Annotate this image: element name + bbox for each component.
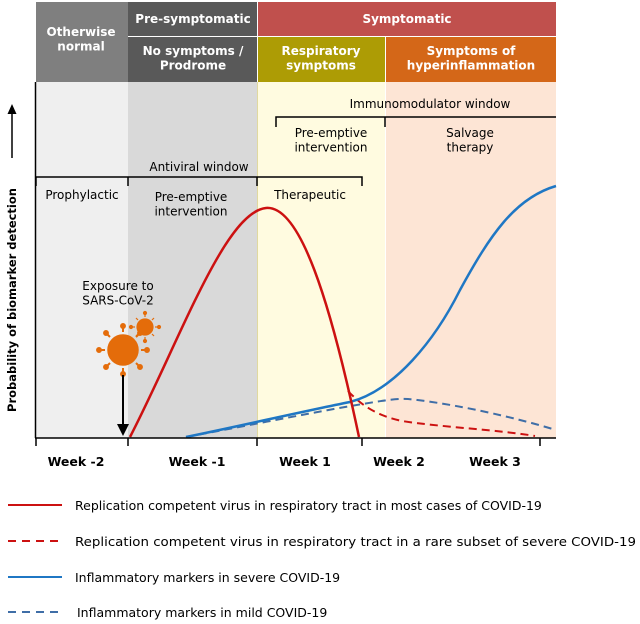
legend-virus-most: Replication competent virus in respirato… bbox=[75, 498, 542, 513]
label-pre-symptomatic: Pre-symptomatic bbox=[135, 12, 250, 26]
inflammatory-mild-curve bbox=[185, 397, 557, 438]
label-respiratory: Respiratory symptoms bbox=[282, 44, 361, 72]
zone-hyperinflammation bbox=[386, 82, 556, 438]
immunomodulator-bracket bbox=[275, 116, 556, 127]
exposure-arrow-head bbox=[117, 424, 129, 436]
label-prophylactic: Prophylactic bbox=[45, 188, 118, 202]
inflammatory-severe-curve bbox=[185, 184, 557, 439]
label-exposure: Exposure to SARS-CoV-2 bbox=[82, 279, 154, 307]
label-pre-emptive-upper: Pre-emptive intervention bbox=[294, 126, 367, 154]
label-no-symptoms: No symptoms / Prodrome bbox=[143, 44, 244, 72]
header-symptomatic bbox=[258, 2, 556, 36]
exposure-marker: Exposure to SARS-CoV-2 bbox=[82, 279, 162, 436]
x-tick-week-minus-2: Week -2 bbox=[48, 454, 105, 469]
x-tick-marks bbox=[35, 438, 541, 446]
stage-header: Otherwise normal Pre-symptomatic No sympt… bbox=[36, 2, 556, 82]
small-virus-icon bbox=[128, 310, 162, 344]
x-tick-week-3: Week 3 bbox=[469, 454, 521, 469]
header-no-symptoms bbox=[128, 37, 257, 82]
label-salvage-therapy: Salvage therapy bbox=[446, 126, 494, 154]
x-tick-week-2: Week 2 bbox=[373, 454, 425, 469]
x-tick-week-minus-1: Week -1 bbox=[169, 454, 226, 469]
label-pre-emptive-lower: Pre-emptive intervention bbox=[154, 190, 227, 218]
virus-most-cases-curve bbox=[128, 206, 361, 438]
legend-inflammatory-severe: Inflammatory markers in severe COVID-19 bbox=[75, 570, 340, 585]
header-respiratory bbox=[258, 37, 385, 82]
plot-background bbox=[36, 82, 556, 438]
curves bbox=[128, 184, 557, 439]
legend-virus-rare: Replication competent virus in respirato… bbox=[75, 534, 636, 549]
legend-inflammatory-mild: Inflammatory markers in mild COVID-19 bbox=[77, 605, 327, 620]
y-axis-arrow-head bbox=[7, 104, 17, 114]
axes: Week -2 Week -1 Week 1 Week 2 Week 3 Pro… bbox=[5, 82, 556, 469]
y-axis-label: Probability of biomarker detection bbox=[5, 188, 19, 412]
label-antiviral-window: Antiviral window bbox=[149, 160, 248, 174]
label-therapeutic: Therapeutic bbox=[273, 188, 346, 202]
header-hyperinflammation bbox=[386, 37, 556, 82]
label-immunomodulator-window: Immunomodulator window bbox=[350, 97, 511, 111]
label-otherwise-normal: Otherwise normal bbox=[46, 25, 115, 53]
zone-respiratory bbox=[258, 82, 385, 438]
legend: Replication competent virus in respirato… bbox=[8, 498, 636, 620]
label-symptomatic: Symptomatic bbox=[362, 12, 451, 26]
label-hyperinflammation: Symptoms of hyperinflammation bbox=[407, 44, 535, 72]
x-tick-week-1: Week 1 bbox=[279, 454, 331, 469]
header-otherwise-normal bbox=[36, 2, 128, 82]
zone-pre-symptomatic bbox=[128, 82, 257, 438]
header-pre-symptomatic bbox=[128, 2, 257, 36]
zone-otherwise-normal bbox=[36, 82, 128, 438]
